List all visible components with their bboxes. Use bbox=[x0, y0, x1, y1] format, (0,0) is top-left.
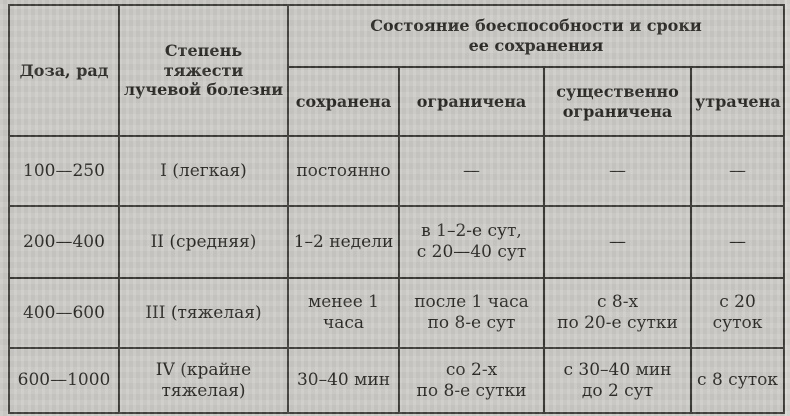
cell-dose: 100—250 bbox=[8, 135, 120, 207]
cell-substantially-limited: — bbox=[543, 135, 692, 207]
table-row: 600—1000 IV (крайне тяжелая) 30–40 мин с… bbox=[8, 347, 785, 414]
col-header-limited: ограничена bbox=[398, 66, 545, 137]
col-header-state-span: Состояние боеспособности и сроки ее сохр… bbox=[287, 4, 785, 68]
cell-preserved: менее 1 часа bbox=[287, 277, 400, 349]
header-row-sub: сохранена ограничена существенно огранич… bbox=[9, 66, 785, 137]
col-header-lost: утрачена bbox=[690, 66, 785, 137]
cell-substantially-limited: — bbox=[543, 205, 692, 279]
cell-preserved: 30–40 мин bbox=[287, 347, 400, 414]
col-header-dose: Доза, рад bbox=[8, 4, 120, 137]
cell-dose: 400—600 bbox=[8, 277, 120, 349]
cell-lost: — bbox=[690, 205, 785, 279]
cell-limited: после 1 часа по 8-е сут bbox=[398, 277, 545, 349]
cell-dose: 600—1000 bbox=[8, 347, 120, 414]
cell-lost: с 8 суток bbox=[690, 347, 785, 414]
radiation-dose-combat-capability-table: Доза, рад Степень тяжести лучевой болезн… bbox=[8, 4, 785, 414]
cell-lost: с 20 суток bbox=[690, 277, 785, 349]
col-header-severity: Степень тяжести лучевой болезни bbox=[118, 4, 289, 137]
cell-preserved: постоянно bbox=[287, 135, 400, 207]
cell-preserved: 1–2 недели bbox=[287, 205, 400, 279]
cell-severity: I (легкая) bbox=[118, 135, 289, 207]
cell-severity: III (тяжелая) bbox=[118, 277, 289, 349]
cell-severity: II (средняя) bbox=[118, 205, 289, 279]
cell-severity: IV (крайне тяжелая) bbox=[118, 347, 289, 414]
cell-limited: — bbox=[398, 135, 545, 207]
cell-limited: со 2-х по 8-е сутки bbox=[398, 347, 545, 414]
cell-dose: 200—400 bbox=[8, 205, 120, 279]
header-row-top: Доза, рад Степень тяжести лучевой болезн… bbox=[8, 4, 785, 137]
table-row: 100—250 I (легкая) постоянно — — — bbox=[8, 135, 785, 207]
cell-limited: в 1–2-е сут, с 20—40 сут bbox=[398, 205, 545, 279]
cell-substantially-limited: с 8-х по 20-е сутки bbox=[543, 277, 692, 349]
cell-substantially-limited: с 30–40 мин до 2 сут bbox=[543, 347, 692, 414]
table-row: 400—600 III (тяжелая) менее 1 часа после… bbox=[8, 277, 785, 349]
col-header-substantially-limited: существенно ограничена bbox=[543, 66, 692, 137]
table-row: 200—400 II (средняя) 1–2 недели в 1–2-е … bbox=[8, 205, 785, 279]
col-header-preserved: сохранена bbox=[287, 66, 400, 137]
cell-lost: — bbox=[690, 135, 785, 207]
